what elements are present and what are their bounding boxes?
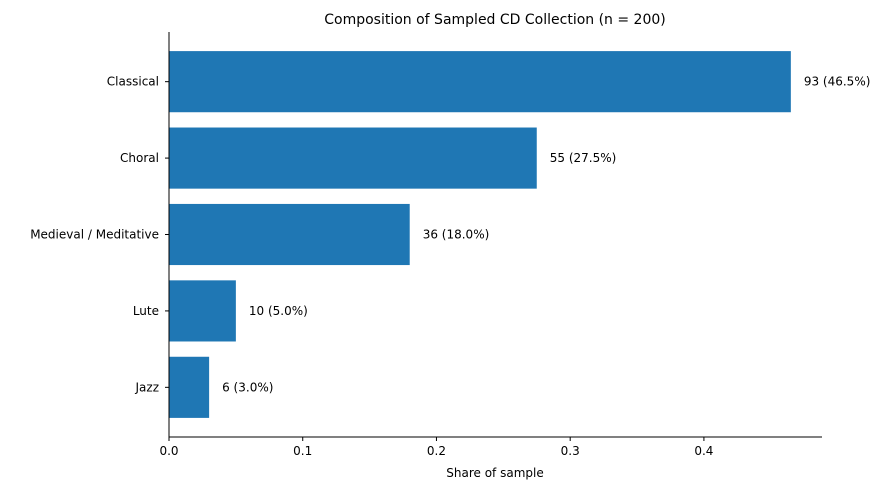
y-tick-label-2: Medieval / Meditative — [30, 228, 159, 242]
x-tick-label-3: 0.3 — [561, 444, 580, 458]
x-tick-label-4: 0.4 — [694, 444, 713, 458]
y-tick-label-3: Lute — [133, 304, 159, 318]
y-tick-label-0: Classical — [107, 75, 159, 89]
x-tick-label-0: 0.0 — [159, 444, 178, 458]
data-label-1: 55 (27.5%) — [550, 151, 617, 165]
y-tick-label-1: Choral — [120, 151, 159, 165]
bar-1 — [169, 127, 537, 189]
bar-0 — [169, 51, 791, 113]
x-axis-label: Share of sample — [446, 466, 543, 480]
data-label-4: 6 (3.0%) — [222, 380, 273, 394]
bar-3 — [169, 280, 236, 342]
bar-2 — [169, 203, 410, 266]
data-label-2: 36 (18.0%) — [423, 228, 490, 242]
chart-title: Composition of Sampled CD Collection (n … — [324, 12, 666, 28]
x-tick-label-1: 0.1 — [293, 444, 312, 458]
data-label-0: 93 (46.5%) — [804, 75, 871, 89]
data-label-3: 10 (5.0%) — [249, 304, 308, 318]
y-tick-label-4: Jazz — [135, 380, 160, 394]
x-tick-label-2: 0.2 — [427, 444, 446, 458]
bar-4 — [169, 356, 210, 418]
